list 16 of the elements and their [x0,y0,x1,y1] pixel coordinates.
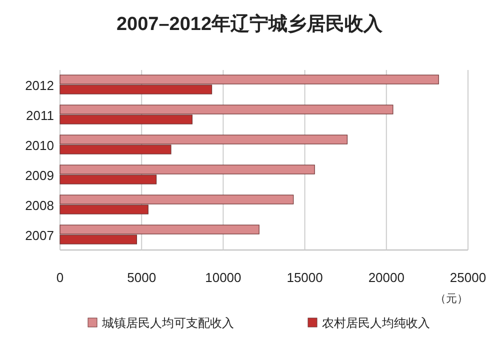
y-tick-label: 2007 [25,228,54,243]
y-tick-label: 2009 [25,168,54,183]
x-axis-title: （元） [435,293,468,305]
x-tick-label: 5000 [127,270,156,285]
x-tick-label: 15000 [286,270,323,285]
legend-label: 城镇居民人均可支配收入 [101,316,234,330]
y-tick-label: 2008 [25,198,54,213]
legend-label: 农村居民人均纯收入 [322,316,430,330]
x-tick-label: 10000 [205,270,242,285]
x-tick-label: 20000 [368,270,404,285]
y-tick-label: 2012 [25,78,54,93]
y-tick-label: 2011 [26,108,54,123]
x-tick-label: 25000 [450,270,486,285]
x-tick-label: 0 [56,270,64,285]
chart-title: 2007–2012年辽宁城乡居民收入 [116,13,384,35]
y-tick-label: 2010 [25,138,54,153]
